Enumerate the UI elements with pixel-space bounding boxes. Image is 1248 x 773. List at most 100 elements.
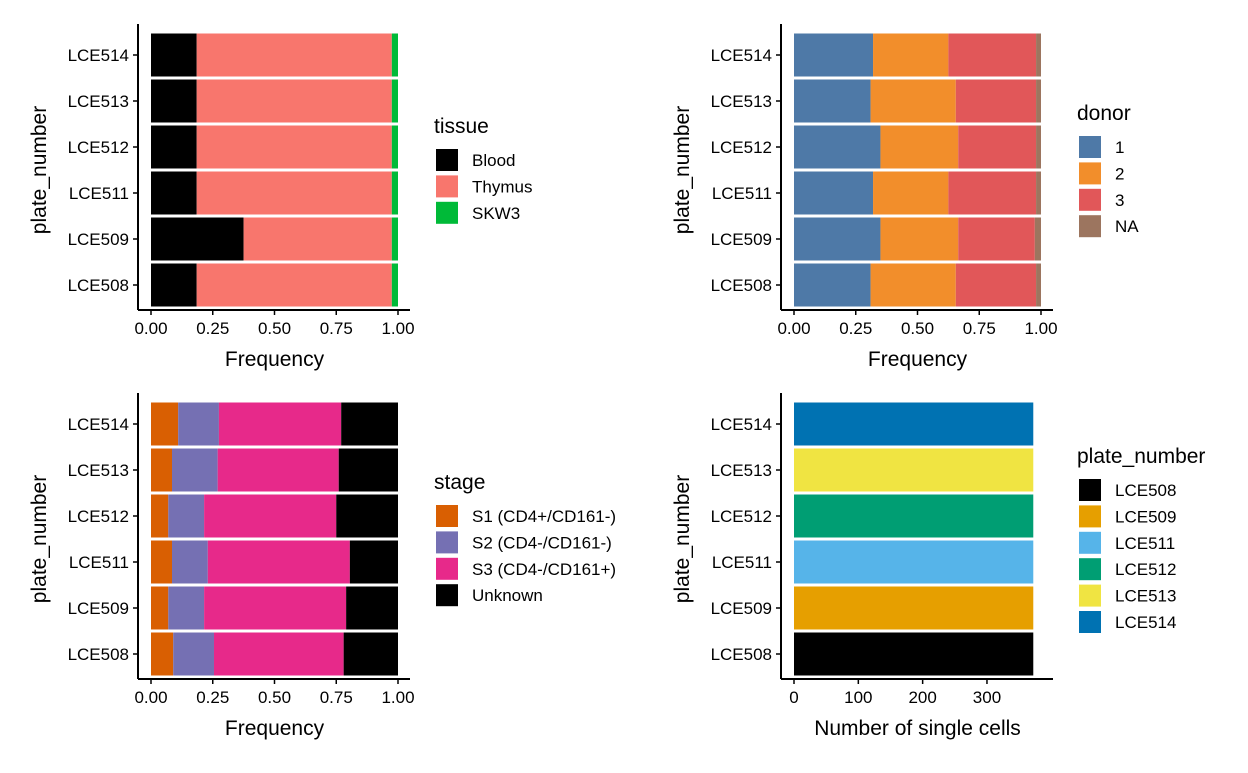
legend-swatch-1 (1079, 136, 1101, 158)
bar-lce509-na (1034, 217, 1041, 261)
legend-swatch-unknown (436, 584, 458, 607)
x-tick-label: 0.00 (134, 319, 167, 338)
bar-lce509-s1-cd4-cd161- (151, 586, 169, 630)
bar-lce509 (794, 586, 1034, 630)
legend-label: LCE513 (1115, 587, 1176, 606)
bar-lce508-blood (151, 263, 197, 307)
bar-lce514-blood (151, 33, 197, 77)
bar-lce508-thymus (196, 263, 392, 307)
legend-label: LCE509 (1115, 507, 1176, 526)
legend-title: stage (434, 471, 485, 494)
legend-label: 2 (1115, 164, 1124, 183)
y-axis-title: plate_number (28, 475, 51, 603)
y-tick-label: LCE509 (711, 230, 772, 249)
bar-lce512-blood (151, 125, 197, 169)
legend: stage S1 (CD4+/CD161-) S2 (CD4-/CD161-) S3 … (434, 471, 616, 607)
x-axis-title: Frequency (225, 717, 325, 740)
y-tick-label: LCE512 (68, 138, 129, 157)
legend-label: S1 (CD4+/CD161-) (472, 507, 616, 526)
y-tick-label: LCE508 (68, 276, 129, 295)
bar-lce511-unknown (349, 540, 398, 584)
y-tick-label: LCE513 (711, 461, 772, 480)
legend-swatch-lce513 (1079, 584, 1101, 607)
legend-label: SKW3 (472, 204, 520, 223)
bar-lce511-s2-cd4-cd161- (171, 540, 208, 584)
bar-lce512-unknown (336, 494, 398, 538)
x-tick-label: 0.00 (134, 688, 167, 707)
legend: plate_number LCE508 LCE509 LCE511 LCE512 LCE5… (1077, 445, 1205, 633)
bar-lce509-s3-cd4-cd161- (204, 586, 347, 630)
bar-lce513 (794, 448, 1034, 492)
legend-swatch-lce508 (1079, 479, 1101, 501)
y-tick-label: LCE509 (68, 599, 129, 618)
y-tick-label: LCE508 (68, 645, 129, 664)
x-tick-label: 0.50 (901, 319, 934, 338)
y-tick-label: LCE508 (711, 276, 772, 295)
bar-lce512-s3-cd4-cd161- (204, 494, 337, 538)
bar-lce514-unknown (341, 402, 398, 446)
bar-lce512-na (1036, 125, 1041, 169)
bar-lce513-skw3 (391, 79, 398, 123)
legend-title: plate_number (1077, 445, 1205, 468)
legend-swatch-3 (1079, 188, 1101, 211)
bar-lce508-s2-cd4-cd161- (173, 632, 214, 676)
x-tick-label: 0.50 (258, 688, 291, 707)
y-tick-label: LCE512 (68, 507, 129, 526)
legend-swatch-s1-cd4-cd161- (436, 505, 458, 527)
legend-label: LCE514 (1115, 613, 1176, 632)
bar-lce508-1 (794, 263, 871, 307)
y-tick-label: LCE513 (68, 92, 129, 111)
bar-lce509-skw3 (391, 217, 398, 261)
bar-lce512-s1-cd4-cd161- (151, 494, 169, 538)
legend-label: S2 (CD4-/CD161-) (472, 533, 612, 552)
bar-lce508 (794, 632, 1034, 676)
y-tick-label: LCE511 (712, 553, 772, 572)
legend: tissue Blood Thymus SKW3 (434, 115, 532, 224)
bar-lce512-thymus (196, 125, 392, 169)
x-tick-label: 1.00 (1024, 319, 1057, 338)
y-tick-label: LCE514 (711, 46, 772, 65)
bar-lce508-unknown (343, 632, 398, 676)
bar-lce513-s1-cd4-cd161- (151, 448, 172, 492)
bar-lce513-unknown (338, 448, 398, 492)
legend-swatch-thymus (436, 175, 458, 198)
bar-lce512-s2-cd4-cd161- (168, 494, 205, 538)
x-tick-label: 100 (844, 688, 872, 707)
x-axis-title: Frequency (225, 348, 325, 371)
legend-swatch-lce514 (1079, 611, 1101, 633)
bar-lce508-skw3 (391, 263, 398, 307)
panel-2: LCE514 LCE513 LCE512 LCE511 LCE509 LCE508 0.00… (671, 24, 1139, 371)
bar-lce509-s2-cd4-cd161- (168, 586, 205, 630)
bar-lce512-2 (880, 125, 959, 169)
bar-lce508-na (1036, 263, 1041, 307)
y-axis-title: plate_number (671, 106, 694, 234)
legend-label: 3 (1115, 191, 1124, 210)
y-tick-label: LCE509 (711, 599, 772, 618)
x-tick-label: 1.00 (381, 319, 414, 338)
x-tick-label: 0.75 (963, 319, 996, 338)
bar-lce511-1 (794, 171, 874, 215)
y-axis-title: plate_number (671, 475, 694, 603)
bar-lce514-3 (948, 33, 1037, 77)
legend-label: Unknown (472, 586, 543, 605)
bar-lce512-skw3 (391, 125, 398, 169)
bar-lce509-unknown (346, 586, 398, 630)
legend-swatch-s3-cd4-cd161- (436, 557, 458, 580)
bar-lce508-3 (955, 263, 1037, 307)
x-tick-label: 0.00 (777, 319, 810, 338)
legend-label: NA (1115, 217, 1139, 236)
legend-swatch-blood (436, 149, 458, 171)
legend-title: tissue (434, 115, 489, 138)
y-tick-label: LCE508 (711, 645, 772, 664)
bar-lce509-2 (880, 217, 959, 261)
legend-title: donor (1077, 102, 1131, 125)
x-tick-label: 0.25 (839, 319, 872, 338)
bar-lce511 (794, 540, 1034, 584)
bar-lce512-3 (958, 125, 1037, 169)
bar-lce511-thymus (196, 171, 392, 215)
bar-lce514-s1-cd4-cd161- (151, 402, 179, 446)
bar-lce513-1 (794, 79, 871, 123)
panel-3: LCE514 LCE513 LCE512 LCE511 LCE509 LCE508 0.00… (28, 393, 616, 740)
bar-lce513-3 (955, 79, 1037, 123)
bar-lce514-1 (794, 33, 874, 77)
